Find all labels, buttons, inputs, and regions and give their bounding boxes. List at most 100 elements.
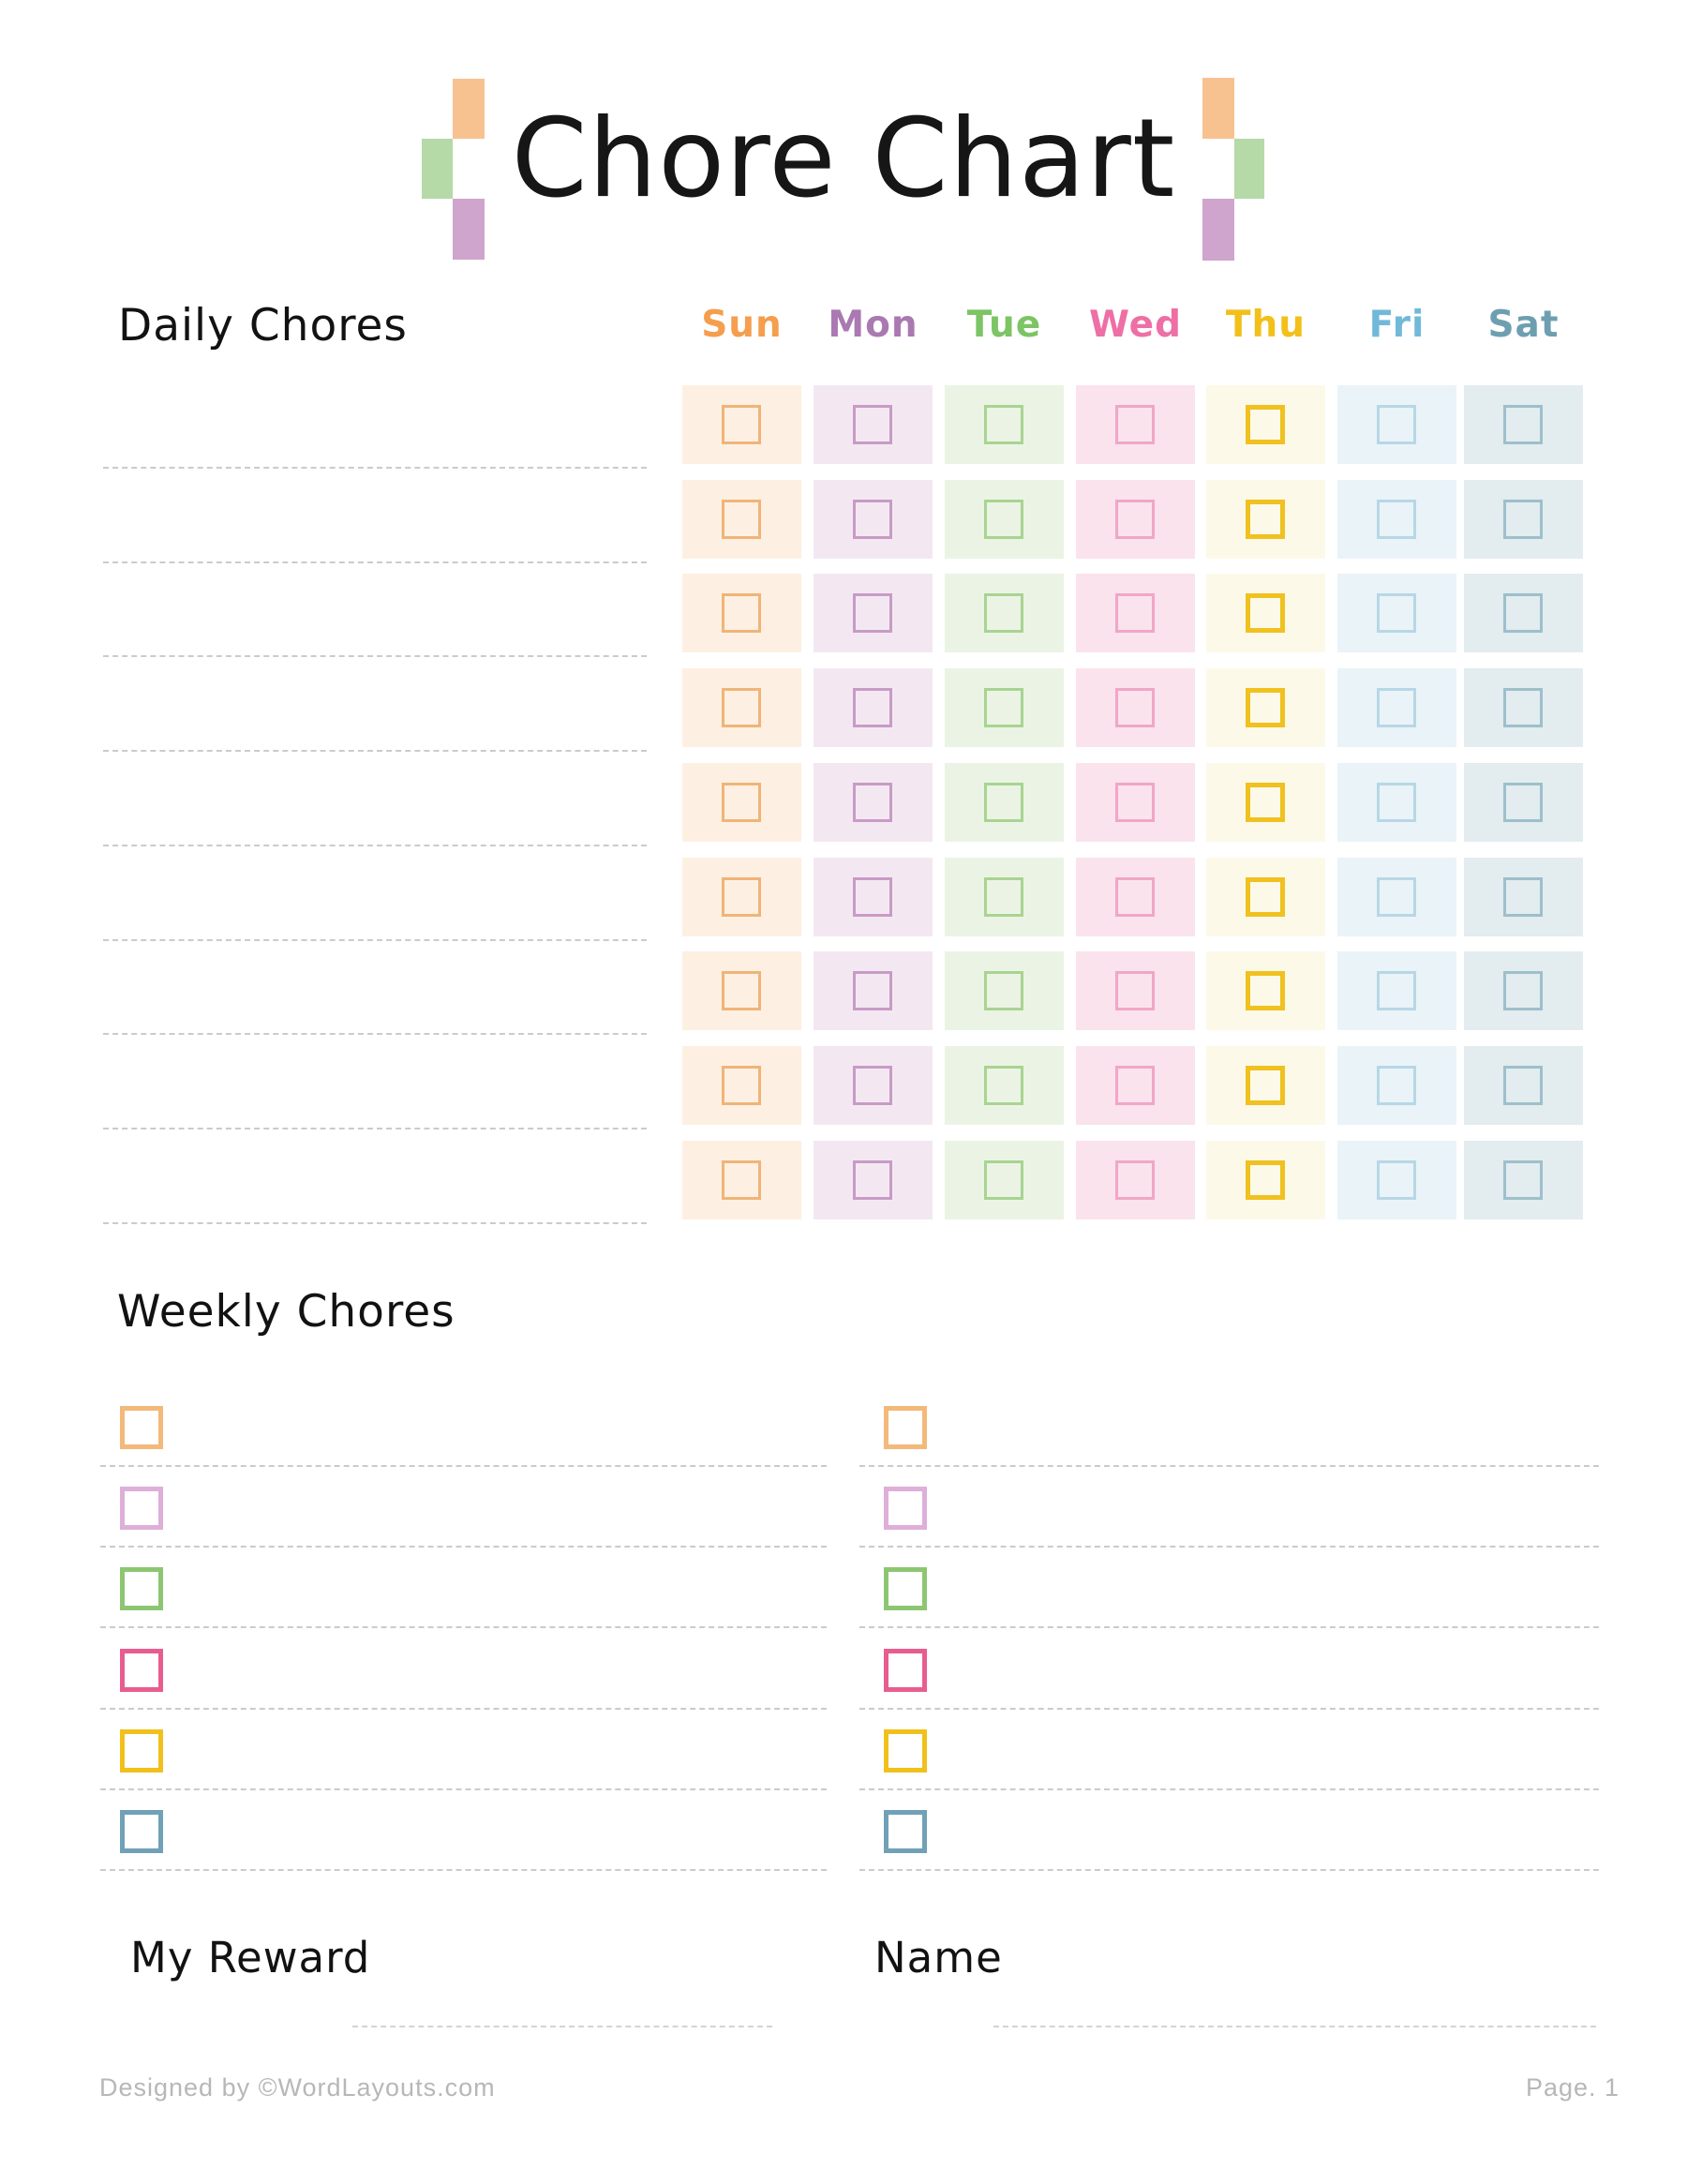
weekly-chore-line-col1-row1[interactable] (100, 1465, 827, 1467)
weekly-chore-line-col2-row1[interactable] (859, 1465, 1599, 1467)
daily-checkbox-wed-row9[interactable] (1115, 1160, 1155, 1200)
daily-chore-line-3[interactable] (103, 655, 647, 657)
daily-checkbox-wed-row5[interactable] (1115, 783, 1155, 822)
daily-checkbox-tue-row1[interactable] (984, 405, 1023, 444)
weekly-checkbox-col2-row4[interactable] (884, 1649, 927, 1692)
daily-checkbox-sat-row3[interactable] (1503, 593, 1543, 633)
daily-checkbox-sun-row5[interactable] (722, 783, 761, 822)
weekly-checkbox-col2-row5[interactable] (884, 1729, 927, 1773)
daily-checkbox-fri-row3[interactable] (1377, 593, 1416, 633)
daily-checkbox-fri-row4[interactable] (1377, 688, 1416, 727)
daily-checkbox-thu-row5[interactable] (1246, 783, 1285, 822)
weekly-checkbox-col1-row1[interactable] (120, 1406, 163, 1449)
daily-checkbox-mon-row8[interactable] (853, 1066, 892, 1105)
weekly-checkbox-col1-row6[interactable] (120, 1810, 163, 1853)
daily-checkbox-mon-row3[interactable] (853, 593, 892, 633)
daily-checkbox-sat-row2[interactable] (1503, 500, 1543, 539)
name-line[interactable] (993, 2026, 1596, 2027)
weekly-chore-line-col1-row3[interactable] (100, 1626, 827, 1628)
daily-checkbox-sun-row6[interactable] (722, 877, 761, 917)
daily-checkbox-wed-row8[interactable] (1115, 1066, 1155, 1105)
weekly-chore-line-col2-row3[interactable] (859, 1626, 1599, 1628)
daily-checkbox-thu-row4[interactable] (1246, 688, 1285, 727)
daily-chore-line-2[interactable] (103, 561, 647, 563)
weekly-checkbox-col1-row4[interactable] (120, 1649, 163, 1692)
daily-chore-line-8[interactable] (103, 1128, 647, 1129)
weekly-chore-line-col2-row2[interactable] (859, 1546, 1599, 1548)
daily-checkbox-sun-row4[interactable] (722, 688, 761, 727)
weekly-chore-line-col1-row5[interactable] (100, 1788, 827, 1790)
daily-checkbox-mon-row5[interactable] (853, 783, 892, 822)
daily-checkbox-tue-row8[interactable] (984, 1066, 1023, 1105)
daily-checkbox-sat-row1[interactable] (1503, 405, 1543, 444)
daily-checkbox-tue-row7[interactable] (984, 971, 1023, 1010)
daily-checkbox-mon-row4[interactable] (853, 688, 892, 727)
weekly-chore-line-col1-row2[interactable] (100, 1546, 827, 1548)
weekly-checkbox-col2-row3[interactable] (884, 1567, 927, 1610)
daily-cell-wed-row4 (1076, 668, 1195, 747)
daily-checkbox-wed-row3[interactable] (1115, 593, 1155, 633)
daily-chore-line-4[interactable] (103, 750, 647, 752)
daily-checkbox-fri-row2[interactable] (1377, 500, 1416, 539)
daily-checkbox-thu-row9[interactable] (1246, 1160, 1285, 1200)
daily-checkbox-sat-row6[interactable] (1503, 877, 1543, 917)
daily-checkbox-sun-row3[interactable] (722, 593, 761, 633)
daily-checkbox-wed-row6[interactable] (1115, 877, 1155, 917)
weekly-checkbox-col2-row6[interactable] (884, 1810, 927, 1853)
daily-checkbox-sun-row2[interactable] (722, 500, 761, 539)
daily-chore-line-9[interactable] (103, 1222, 647, 1224)
daily-checkbox-fri-row1[interactable] (1377, 405, 1416, 444)
daily-checkbox-wed-row4[interactable] (1115, 688, 1155, 727)
daily-checkbox-wed-row1[interactable] (1115, 405, 1155, 444)
daily-checkbox-thu-row8[interactable] (1246, 1066, 1285, 1105)
daily-checkbox-tue-row9[interactable] (984, 1160, 1023, 1200)
daily-checkbox-tue-row3[interactable] (984, 593, 1023, 633)
weekly-chore-line-col1-row6[interactable] (100, 1869, 827, 1871)
daily-chore-line-7[interactable] (103, 1033, 647, 1035)
daily-checkbox-thu-row3[interactable] (1246, 593, 1285, 633)
daily-checkbox-tue-row5[interactable] (984, 783, 1023, 822)
daily-chore-line-6[interactable] (103, 939, 647, 941)
weekly-chore-line-col2-row6[interactable] (859, 1869, 1599, 1871)
daily-checkbox-tue-row4[interactable] (984, 688, 1023, 727)
weekly-chore-line-col2-row5[interactable] (859, 1788, 1599, 1790)
weekly-checkbox-col1-row5[interactable] (120, 1729, 163, 1773)
daily-checkbox-tue-row6[interactable] (984, 877, 1023, 917)
weekly-checkbox-col2-row2[interactable] (884, 1487, 927, 1530)
daily-checkbox-thu-row1[interactable] (1246, 405, 1285, 444)
my-reward-line[interactable] (352, 2026, 772, 2027)
daily-checkbox-fri-row7[interactable] (1377, 971, 1416, 1010)
weekly-checkbox-col1-row2[interactable] (120, 1487, 163, 1530)
daily-checkbox-fri-row6[interactable] (1377, 877, 1416, 917)
daily-checkbox-mon-row6[interactable] (853, 877, 892, 917)
daily-checkbox-thu-row6[interactable] (1246, 877, 1285, 917)
daily-chore-line-1[interactable] (103, 467, 647, 469)
daily-checkbox-fri-row9[interactable] (1377, 1160, 1416, 1200)
daily-checkbox-fri-row8[interactable] (1377, 1066, 1416, 1105)
daily-checkbox-mon-row1[interactable] (853, 405, 892, 444)
weekly-checkbox-col1-row3[interactable] (120, 1567, 163, 1610)
daily-checkbox-wed-row2[interactable] (1115, 500, 1155, 539)
weekly-checkbox-col2-row1[interactable] (884, 1406, 927, 1449)
daily-checkbox-sun-row7[interactable] (722, 971, 761, 1010)
daily-checkbox-mon-row7[interactable] (853, 971, 892, 1010)
daily-checkbox-tue-row2[interactable] (984, 500, 1023, 539)
daily-chore-line-5[interactable] (103, 845, 647, 846)
weekly-chore-line-col2-row4[interactable] (859, 1708, 1599, 1710)
daily-checkbox-thu-row7[interactable] (1246, 971, 1285, 1010)
daily-checkbox-sun-row9[interactable] (722, 1160, 761, 1200)
daily-checkbox-thu-row2[interactable] (1246, 500, 1285, 539)
daily-checkbox-mon-row2[interactable] (853, 500, 892, 539)
daily-checkbox-wed-row7[interactable] (1115, 971, 1155, 1010)
daily-checkbox-fri-row5[interactable] (1377, 783, 1416, 822)
daily-checkbox-sat-row5[interactable] (1503, 783, 1543, 822)
daily-checkbox-sat-row7[interactable] (1503, 971, 1543, 1010)
daily-checkbox-mon-row9[interactable] (853, 1160, 892, 1200)
daily-checkbox-sun-row8[interactable] (722, 1066, 761, 1105)
daily-checkbox-sat-row8[interactable] (1503, 1066, 1543, 1105)
weekly-chore-line-col1-row4[interactable] (100, 1708, 827, 1710)
daily-checkbox-sat-row4[interactable] (1503, 688, 1543, 727)
daily-checkbox-sat-row9[interactable] (1503, 1160, 1543, 1200)
daily-checkbox-sun-row1[interactable] (722, 405, 761, 444)
daily-cell-fri-row8 (1337, 1046, 1456, 1125)
